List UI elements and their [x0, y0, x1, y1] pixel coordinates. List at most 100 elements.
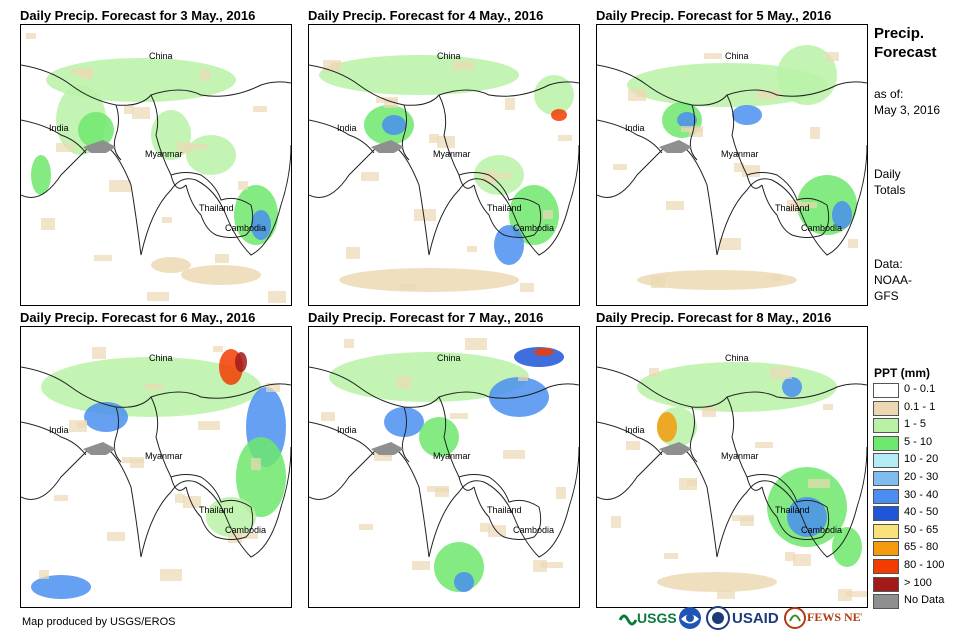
legend-swatch [873, 523, 899, 539]
precip-cell [185, 144, 207, 150]
precip-cell [130, 459, 144, 468]
precip-cell [838, 589, 852, 601]
precip-map: China India Myanmar Thailand Cambodia [597, 25, 867, 305]
precip-cell [770, 367, 792, 379]
precip-cell [505, 98, 515, 110]
precip-cell [399, 284, 417, 290]
precip-cell [427, 486, 449, 492]
country-border [761, 486, 830, 540]
country-label: China [437, 353, 461, 363]
precip-cell [533, 560, 547, 572]
data-source-line2: GFS [874, 289, 899, 303]
precip-map: China India Myanmar Thailand Cambodia [309, 25, 579, 305]
precip-patch [78, 112, 114, 148]
totals-label: Totals [874, 183, 906, 197]
country-label: Myanmar [721, 451, 759, 461]
usgs-logo: USGS [618, 606, 677, 635]
precip-patch [384, 407, 424, 437]
precip-cell [175, 494, 185, 503]
usaid-logo-text: USAID [732, 610, 779, 627]
no-data-area [371, 442, 404, 455]
precip-cell [611, 516, 621, 528]
precip-cell [198, 421, 220, 430]
precip-cell [808, 479, 830, 488]
map-panel-1: China India Myanmar Thailand Cambodia [20, 24, 292, 306]
noaa-logo [678, 606, 702, 635]
legend-swatch [873, 594, 899, 610]
country-label: Cambodia [225, 525, 266, 535]
legend-label: No Data [904, 594, 945, 607]
precip-cell [719, 238, 741, 250]
precip-patch [637, 362, 837, 412]
precip-map: China India Myanmar Thailand Cambodia [597, 327, 867, 607]
precip-cell [414, 209, 436, 221]
country-border [185, 184, 254, 238]
precip-map: China India Myanmar Thailand Cambodia [21, 25, 291, 305]
precip-cell [787, 200, 801, 212]
precip-cell [147, 292, 169, 301]
precip-cell [740, 517, 754, 526]
usgs-logo-text: USGS [637, 610, 676, 626]
country-label: India [625, 425, 645, 435]
country-border [438, 396, 475, 491]
country-border [473, 486, 542, 540]
precip-cell [162, 217, 172, 223]
country-label: India [337, 123, 357, 133]
precip-patch [534, 75, 574, 115]
precip-cell [41, 218, 55, 230]
legend-label: 1 - 5 [904, 418, 927, 431]
map-panel-6: China India Myanmar Thailand Cambodia [596, 326, 868, 608]
country-border [726, 396, 763, 491]
precip-cell [465, 338, 487, 350]
precip-cell [323, 60, 341, 72]
as-of-date: May 3, 2016 [874, 103, 941, 117]
country-label: Thailand [487, 203, 522, 213]
precip-cell [628, 89, 646, 101]
precip-patch [832, 201, 852, 229]
precip-patch [84, 402, 128, 432]
legend-swatch [873, 541, 899, 557]
precip-cell [664, 553, 678, 559]
precip-cell [558, 135, 572, 141]
precip-cell [344, 339, 354, 348]
precip-cell [825, 52, 839, 61]
country-label: Cambodia [225, 223, 266, 233]
legend-label: 0.1 - 1 [904, 400, 936, 413]
no-data-area [371, 140, 404, 153]
precip-cell [213, 346, 223, 352]
legend-swatch [873, 435, 899, 451]
precip-cell [666, 201, 684, 210]
sidebar-title-line2: Forecast [874, 44, 937, 61]
precip-patch [782, 377, 802, 397]
country-border [170, 172, 252, 206]
precip-patch [454, 572, 474, 592]
precip-patch [777, 45, 837, 105]
precip-cell [679, 478, 697, 490]
country-label: Thailand [199, 203, 234, 213]
panel-title-3: Daily Precip. Forecast for 5 May., 2016 [596, 8, 832, 23]
as-of-text: as of: May 3, 2016 [874, 86, 940, 118]
precip-cell [452, 61, 474, 70]
country-border [473, 184, 542, 238]
country-label: Cambodia [513, 525, 554, 535]
precip-patch [31, 575, 91, 599]
country-border [309, 421, 375, 456]
precip-cell [543, 210, 553, 219]
legend-label: > 100 [904, 576, 932, 589]
precip-cell [556, 487, 566, 499]
country-border [438, 94, 475, 189]
country-label: China [149, 353, 173, 363]
precip-cell [266, 383, 280, 392]
precip-cell [200, 69, 210, 81]
no-data-area [659, 442, 692, 455]
precip-cell [145, 384, 163, 390]
precip-patch [235, 352, 247, 372]
precip-cell [26, 33, 36, 39]
country-border [746, 172, 828, 206]
precip-cell [795, 202, 817, 208]
daily-label: Daily [874, 167, 901, 181]
usaid-logo: USAID [732, 608, 782, 633]
map-credit: Map produced by USGS/EROS [22, 616, 176, 628]
no-data-area [83, 140, 116, 153]
legend-label: 20 - 30 [904, 470, 939, 483]
